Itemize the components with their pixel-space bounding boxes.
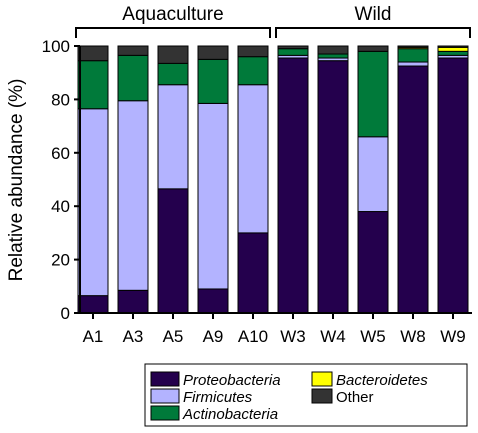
x-tick-label-w4: W4 <box>320 327 346 346</box>
group-brackets: Aquaculture Wild <box>75 4 471 38</box>
x-tick-label-a9: A9 <box>203 327 224 346</box>
bar-segment-a9-actinobacteria <box>197 58 229 104</box>
bar-segment-a1-other <box>77 45 109 62</box>
x-tick-label-a10: A10 <box>238 327 268 346</box>
bar-segment-w9-bacteroidetes <box>437 46 469 52</box>
y-axis-title: Relative abundance (%) <box>6 79 27 282</box>
bar-segment-a5-proteobacteria <box>157 188 189 314</box>
bar-segment-a5-firmicutes <box>157 84 189 190</box>
bar-segment-w5-proteobacteria <box>357 211 389 314</box>
bar-segment-a5-actinobacteria <box>157 62 189 86</box>
group-bracket-wild <box>275 27 471 38</box>
legend-label-other: Other <box>336 389 374 406</box>
y-tick-label: 60 <box>51 144 70 163</box>
bar-segment-w5-other <box>357 45 389 52</box>
bar-segment-a1-proteobacteria <box>77 295 109 314</box>
x-tick-label-a1: A1 <box>83 327 104 346</box>
bar-segment-a1-firmicutes <box>77 108 109 297</box>
y-tick-label: 100 <box>42 37 70 56</box>
group-label-aquaculture: Aquaculture <box>122 4 223 25</box>
bar-segment-w3-other <box>277 45 309 50</box>
bar-segment-w5-actinobacteria <box>357 50 389 138</box>
bar-segment-w8-proteobacteria <box>397 65 429 314</box>
y-tick-label: 40 <box>51 197 70 216</box>
bar-segment-a10-actinobacteria <box>237 56 269 86</box>
bar-segment-w5-firmicutes <box>357 136 389 213</box>
x-tick-label-w3: W3 <box>280 327 306 346</box>
bar-segment-a9-other <box>197 45 229 60</box>
legend-swatch-firmicutes <box>150 388 180 404</box>
bars <box>77 45 469 314</box>
legend-label-actinobacteria: Actinobacteria <box>182 406 278 423</box>
bar-segment-w3-proteobacteria <box>277 57 309 314</box>
bar-segment-w8-firmicutes <box>397 61 429 67</box>
x-tick-label-w9: W9 <box>440 327 466 346</box>
legend-swatch-actinobacteria <box>150 405 180 421</box>
bar-segment-a3-firmicutes <box>117 100 149 291</box>
x-tick-label-w8: W8 <box>400 327 426 346</box>
legend-box <box>144 363 468 427</box>
bar-segment-w3-actinobacteria <box>277 48 309 56</box>
bar-segment-a5-other <box>157 45 189 64</box>
y-tick-label: 0 <box>61 304 70 323</box>
legend-swatch-other <box>311 388 333 404</box>
x-tick-label-a3: A3 <box>123 327 144 346</box>
bar-segment-a10-firmicutes <box>237 84 269 234</box>
x-tick-label-a5: A5 <box>163 327 184 346</box>
bar-segment-a3-proteobacteria <box>117 289 149 314</box>
bar-segment-a9-firmicutes <box>197 102 229 290</box>
group-bracket-aquaculture <box>75 27 271 38</box>
bar-segment-a1-actinobacteria <box>77 60 109 110</box>
bar-segment-w4-actinobacteria <box>317 53 349 59</box>
y-axis-title-text: Relative abundance (%) <box>6 79 27 282</box>
bar-segment-w9-other <box>437 45 469 48</box>
bar-segment-w9-actinobacteria <box>437 50 469 56</box>
legend-label-bacteroidetes: Bacteroidetes <box>336 372 428 389</box>
legend-swatch-bacteroidetes <box>311 371 333 387</box>
legend-label-firmicutes: Firmicutes <box>183 389 253 406</box>
y-tick-label: 20 <box>51 251 70 270</box>
bar-segment-a3-actinobacteria <box>117 54 149 102</box>
bar-segment-w8-actinobacteria <box>397 48 429 63</box>
bar-segment-w8-other <box>397 45 429 48</box>
x-axis: A1 A3 A5 A9 A10 W3 W4 W5 W8 W9 <box>80 312 472 346</box>
group-label-wild: Wild <box>355 4 392 25</box>
bar-segment-a9-proteobacteria <box>197 288 229 314</box>
bar-segment-a10-proteobacteria <box>237 232 269 314</box>
y-tick-label: 80 <box>51 90 70 109</box>
y-axis: 0 20 40 60 80 100 <box>42 37 81 323</box>
x-tick-label-w5: W5 <box>360 327 386 346</box>
bar-segment-a10-other <box>237 45 269 58</box>
legend-swatch-proteobacteria <box>150 371 180 387</box>
bar-segment-a3-other <box>117 45 149 56</box>
legend-label-proteobacteria: Proteobacteria <box>183 372 281 389</box>
bar-segment-w9-proteobacteria <box>437 57 469 314</box>
bar-segment-w4-other <box>317 45 349 55</box>
bar-segment-w4-proteobacteria <box>317 60 349 314</box>
